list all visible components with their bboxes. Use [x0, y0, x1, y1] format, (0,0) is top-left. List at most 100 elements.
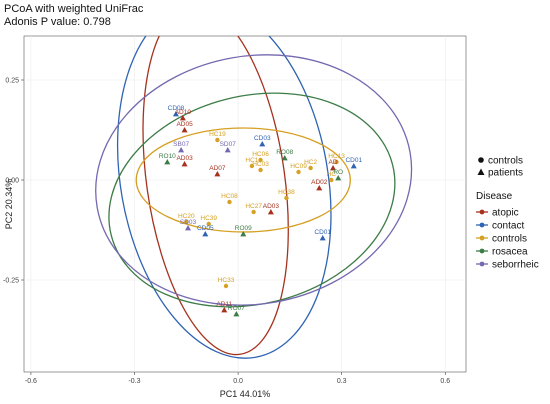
point-label: HC33: [218, 277, 235, 284]
point-label: SD07: [220, 141, 237, 148]
point-label: AD05: [176, 121, 193, 128]
point-cd01: [319, 235, 326, 241]
point-label: AD07: [209, 165, 226, 172]
point-ad02: [316, 185, 323, 191]
shape-legend-label: patients: [488, 168, 523, 179]
y-tick-label: 0.25: [5, 78, 19, 85]
point-hc27: [251, 209, 256, 215]
point-ad07: [214, 171, 221, 177]
point-hc20: [184, 219, 189, 225]
ellipse-seborrheic: [95, 54, 413, 306]
point-ad03: [267, 209, 274, 215]
point-ro: [335, 175, 342, 181]
grid: [24, 36, 466, 372]
point-ad03: [181, 161, 188, 167]
legend-key-dot: [479, 235, 485, 241]
point-cd01: [350, 163, 357, 169]
point-hc2: [308, 165, 313, 171]
point-label: RO: [333, 169, 343, 176]
point-label: HC39: [200, 215, 217, 222]
ellipse-rosacea: [108, 92, 396, 308]
point-label: CD01: [314, 229, 331, 236]
point-label: HC: [327, 171, 337, 178]
point-cd08: [172, 111, 179, 117]
point-ad11: [221, 307, 228, 313]
legend-key-dot: [479, 261, 485, 267]
point-ro09: [240, 231, 247, 237]
point-hc: [329, 177, 334, 183]
point-hc06: [258, 157, 263, 163]
point-sd03: [185, 225, 192, 231]
point-label: CD01: [345, 157, 362, 164]
point-label: RO08: [276, 149, 293, 156]
legend-circle-icon: [478, 157, 484, 163]
point-hc38: [284, 195, 289, 201]
x-tick-label: 0.6: [440, 378, 450, 385]
point-hc03: [258, 167, 263, 173]
ellipse-atopic: [142, 36, 289, 356]
point-label: HC27: [245, 203, 262, 210]
point-label: HC2: [304, 159, 317, 166]
point-label: CD08: [168, 105, 185, 112]
point-label: RO10: [159, 153, 176, 160]
point-hc09: [296, 169, 301, 175]
x-tick-label: 0.0: [233, 378, 243, 385]
color-legend-label: controls: [492, 234, 527, 245]
point-label: AD10: [175, 109, 192, 116]
color-legend-title: Disease: [476, 191, 513, 202]
x-tick-label: 0.3: [337, 378, 347, 385]
point-label: HC20: [178, 213, 195, 220]
chart-title: PCoA with weighted UniFrac: [4, 3, 144, 15]
point-hc08: [227, 199, 232, 205]
point-label: AD11: [216, 301, 232, 308]
point-ro08: [281, 155, 288, 161]
legend-triangle-icon: [477, 168, 485, 175]
legend-key-dot: [479, 248, 485, 254]
chart-subtitle: Adonis P value: 0.798: [4, 16, 111, 28]
color-legend-label: contact: [492, 221, 524, 232]
x-tick-label: -0.6: [25, 378, 37, 385]
y-tick-label: -0.25: [3, 278, 19, 285]
point-label: CD05: [197, 225, 214, 232]
point-ro07: [233, 311, 240, 317]
point-label: HC38: [278, 189, 295, 196]
ellipse-contact: [116, 36, 332, 359]
point-label: HC13: [328, 153, 345, 160]
point-label: AD03: [263, 203, 280, 210]
shape-legend-label: controls: [488, 156, 523, 167]
point-hc13: [334, 159, 339, 165]
legend-key-dot: [479, 209, 485, 215]
axis-layer: -0.6 -0.3 0.0 0.3 0.6 -0.25 0.00 0.25: [3, 78, 450, 386]
color-legend-label: atopic: [492, 208, 519, 219]
point-label: CD03: [254, 135, 271, 142]
point-label: AD02: [311, 179, 328, 186]
point-hc1: [249, 163, 255, 169]
point-label: HC1: [245, 157, 258, 164]
point-hc19: [215, 137, 220, 143]
color-legend-label: seborrheic: [492, 260, 539, 271]
point-label: HC06: [252, 151, 269, 158]
ellipse-layer: [95, 36, 413, 359]
color-legend: atopic contact controls rosacea seborrheic: [476, 208, 539, 271]
point-label: HC08: [221, 193, 238, 200]
y-axis-title: PC2 20.34%: [4, 179, 14, 230]
point-hc33: [223, 283, 229, 289]
legend-key-dot: [479, 222, 485, 228]
point-ro10: [164, 159, 171, 165]
point-cd03: [259, 141, 266, 147]
point-label: RO09: [235, 225, 252, 232]
point-ad: [330, 165, 337, 171]
point-sd07: [224, 147, 231, 153]
color-legend-label: rosacea: [492, 247, 528, 258]
point-label: SD03: [180, 219, 197, 226]
x-axis-title: PC1 44.01%: [220, 389, 271, 399]
point-ad10: [179, 115, 186, 121]
x-tick-label: -0.3: [128, 378, 140, 385]
point-label: AD: [329, 159, 338, 166]
point-label: RO07: [228, 305, 245, 312]
point-ad05: [181, 127, 188, 133]
point-sb07: [178, 147, 185, 153]
